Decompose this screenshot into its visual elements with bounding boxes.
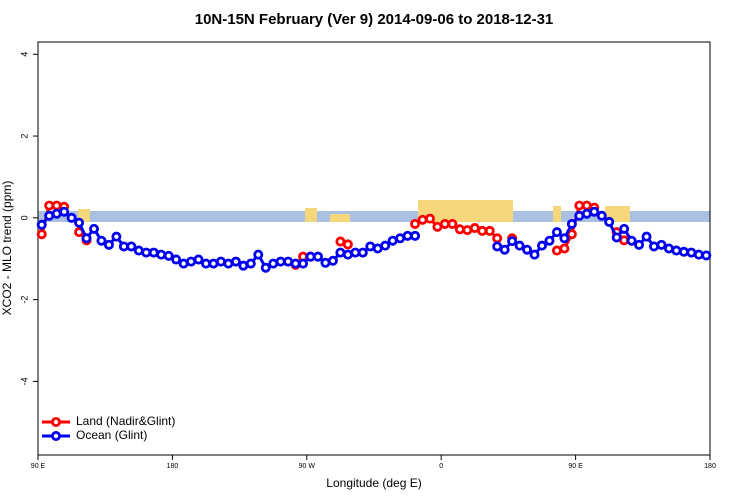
data-point <box>81 233 92 244</box>
y-tick-label: -4 <box>19 377 29 385</box>
data-point <box>537 240 548 251</box>
data-point <box>327 255 338 266</box>
x-tick-label: 180 <box>167 463 179 470</box>
data-point <box>253 249 264 260</box>
data-point <box>59 206 70 217</box>
data-point <box>342 239 353 250</box>
data-point <box>559 233 570 244</box>
data-point <box>245 258 256 269</box>
data-point <box>36 229 47 240</box>
x-tick-label: 180 <box>704 463 716 470</box>
legend-marker <box>51 430 62 441</box>
legend-marker <box>51 416 62 427</box>
data-point <box>492 241 503 252</box>
data-point <box>163 250 174 261</box>
data-point <box>522 244 533 255</box>
data-point <box>514 240 525 251</box>
data-point <box>380 240 391 251</box>
land-patch <box>330 214 350 222</box>
data-point <box>566 218 577 229</box>
x-tick-label: 0 <box>439 463 443 470</box>
data-point <box>230 256 241 267</box>
data-point <box>484 225 495 236</box>
data-point <box>417 214 428 225</box>
data-point <box>604 216 615 227</box>
data-point <box>619 223 630 234</box>
data-point <box>156 249 167 260</box>
land-mask <box>38 200 710 222</box>
y-tick-label: 4 <box>19 52 29 57</box>
data-point <box>171 254 182 265</box>
data-point <box>96 235 107 246</box>
x-tick-label: 90 E <box>31 463 46 470</box>
y-tick-label: -2 <box>19 296 29 304</box>
plot-frame <box>37 41 711 456</box>
data-point <box>410 218 421 229</box>
data-point <box>596 210 607 221</box>
data-point <box>410 230 421 241</box>
land-patch <box>305 208 317 222</box>
data-point <box>656 239 667 250</box>
data-point <box>103 239 114 250</box>
data-point <box>507 236 518 247</box>
data-point <box>111 231 122 242</box>
data-point <box>589 206 600 217</box>
data-point <box>36 219 47 230</box>
data-point <box>51 200 62 211</box>
chart-title: 10N-15N February (Ver 9) 2014-09-06 to 2… <box>195 11 554 28</box>
data-point <box>298 258 309 269</box>
data-point <box>529 249 540 260</box>
data-point <box>551 227 562 238</box>
data-point <box>499 244 510 255</box>
data-point <box>678 246 689 257</box>
data-point <box>193 254 204 265</box>
y-tick-label: 0 <box>19 215 29 220</box>
data-point <box>424 213 435 224</box>
data-point <box>566 229 577 240</box>
y-axis-label: XCO2 - MLO trend (ppm) <box>0 181 14 316</box>
data-point <box>701 250 712 261</box>
data-point <box>634 239 645 250</box>
data-point <box>611 232 622 243</box>
land-patch <box>553 206 561 222</box>
data-point <box>559 243 570 254</box>
data-point <box>126 241 137 252</box>
data-point <box>641 231 652 242</box>
data-point <box>312 251 323 262</box>
data-point <box>492 233 503 244</box>
x-tick-label: 90 E <box>568 463 583 470</box>
data-point <box>454 224 465 235</box>
y-tick-label: 2 <box>19 134 29 139</box>
data-point <box>447 218 458 229</box>
legend-label: Land (Nadir&Glint) <box>76 414 175 428</box>
land-patch <box>418 200 513 222</box>
mask-band <box>38 211 710 222</box>
data-point <box>671 245 682 256</box>
data-point <box>66 212 77 223</box>
data-point <box>544 235 555 246</box>
data-point <box>74 217 85 228</box>
data-point <box>357 247 368 258</box>
legend-label: Ocean (Glint) <box>76 428 147 442</box>
data-point <box>89 223 100 234</box>
data-point <box>626 235 637 246</box>
data-point <box>649 241 660 252</box>
data-point <box>693 249 704 260</box>
data-point <box>260 262 271 273</box>
x-axis-label: Longitude (deg E) <box>326 476 421 490</box>
x-tick-label: 90 W <box>299 463 316 470</box>
